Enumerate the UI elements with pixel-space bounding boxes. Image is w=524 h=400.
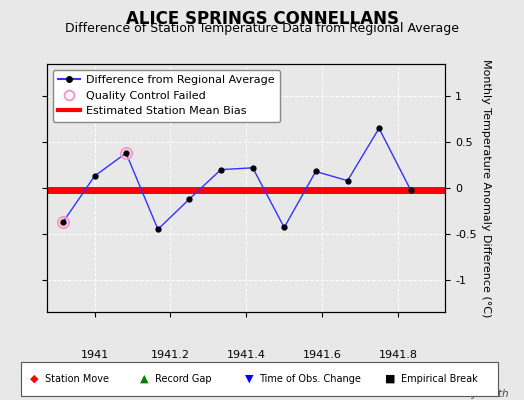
Legend: Difference from Regional Average, Quality Control Failed, Estimated Station Mean: Difference from Regional Average, Qualit… [53,70,280,122]
Text: 1941.8: 1941.8 [378,350,418,360]
Y-axis label: Monthly Temperature Anomaly Difference (°C): Monthly Temperature Anomaly Difference (… [481,59,490,317]
Text: Record Gap: Record Gap [155,374,211,384]
Text: 1941.2: 1941.2 [151,350,190,360]
Text: ▲: ▲ [140,374,148,384]
Text: ■: ■ [385,374,396,384]
Text: 1941.6: 1941.6 [303,350,342,360]
Text: Station Move: Station Move [45,374,108,384]
Text: ◆: ◆ [30,374,38,384]
Text: Time of Obs. Change: Time of Obs. Change [259,374,361,384]
Text: 1941: 1941 [81,350,108,360]
Text: ▼: ▼ [245,374,253,384]
Text: ALICE SPRINGS CONNELLANS: ALICE SPRINGS CONNELLANS [126,10,398,28]
Text: Berkeley Earth: Berkeley Earth [432,389,508,399]
Text: Difference of Station Temperature Data from Regional Average: Difference of Station Temperature Data f… [65,22,459,35]
Text: Empirical Break: Empirical Break [401,374,477,384]
Text: 1941.4: 1941.4 [227,350,266,360]
